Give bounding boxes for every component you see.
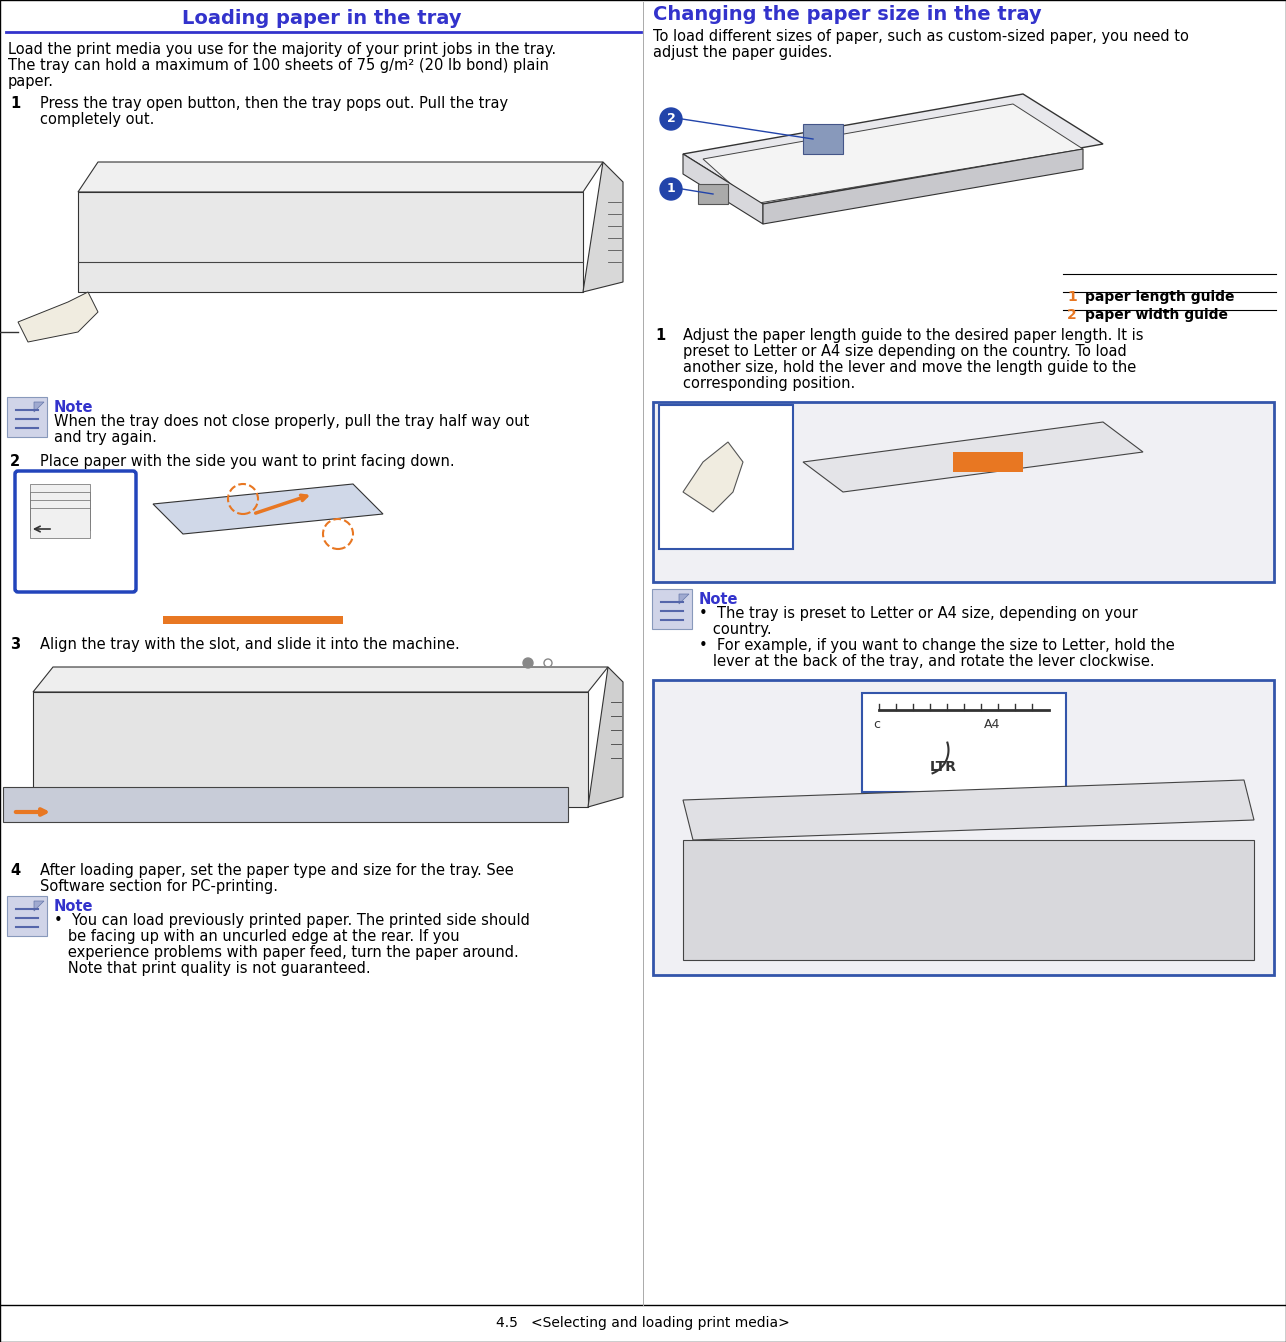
Text: Loading paper in the tray: Loading paper in the tray <box>181 9 462 28</box>
Text: country.: country. <box>700 621 772 637</box>
Text: another size, hold the lever and move the length guide to the: another size, hold the lever and move th… <box>683 360 1137 374</box>
Polygon shape <box>78 192 583 293</box>
Polygon shape <box>33 667 608 692</box>
Text: Load the print media you use for the majority of your print jobs in the tray.: Load the print media you use for the maj… <box>8 42 556 56</box>
Text: 1: 1 <box>1067 290 1076 305</box>
Text: LTR: LTR <box>930 760 957 774</box>
FancyBboxPatch shape <box>6 397 48 437</box>
Bar <box>30 509 90 538</box>
FancyBboxPatch shape <box>862 692 1066 792</box>
Text: 3: 3 <box>10 637 21 652</box>
Text: Note: Note <box>54 400 94 415</box>
Polygon shape <box>763 149 1083 224</box>
Text: The tray can hold a maximum of 100 sheets of 75 g/m² (20 lb bond) plain: The tray can hold a maximum of 100 sheet… <box>8 58 549 72</box>
FancyBboxPatch shape <box>653 680 1274 976</box>
Text: Note: Note <box>54 899 94 914</box>
Polygon shape <box>3 786 568 823</box>
Text: experience problems with paper feed, turn the paper around.: experience problems with paper feed, tur… <box>54 945 518 960</box>
Text: •  You can load previously printed paper. The printed side should: • You can load previously printed paper.… <box>54 913 530 929</box>
Text: A4: A4 <box>984 718 1001 731</box>
Polygon shape <box>33 900 44 911</box>
Polygon shape <box>683 94 1103 204</box>
Text: Software section for PC-printing.: Software section for PC-printing. <box>40 879 278 894</box>
Polygon shape <box>33 403 44 412</box>
FancyBboxPatch shape <box>15 471 136 592</box>
Text: 2: 2 <box>666 113 675 126</box>
Bar <box>802 123 844 154</box>
Text: •  For example, if you want to change the size to Letter, hold the: • For example, if you want to change the… <box>700 637 1174 654</box>
Polygon shape <box>588 667 622 807</box>
Text: 4.5   <Selecting and loading print media>: 4.5 <Selecting and loading print media> <box>496 1317 790 1330</box>
Text: 1: 1 <box>10 97 21 111</box>
Polygon shape <box>683 154 763 224</box>
FancyBboxPatch shape <box>653 403 1274 582</box>
Text: be facing up with an uncurled edge at the rear. If you: be facing up with an uncurled edge at th… <box>54 929 459 943</box>
Text: Place paper with the side you want to print facing down.: Place paper with the side you want to pr… <box>40 454 455 468</box>
Text: 1: 1 <box>666 183 675 196</box>
Text: Changing the paper size in the tray: Changing the paper size in the tray <box>653 4 1042 24</box>
Text: Note that print quality is not guaranteed.: Note that print quality is not guarantee… <box>54 961 370 976</box>
Bar <box>698 184 728 204</box>
Text: adjust the paper guides.: adjust the paper guides. <box>653 46 832 60</box>
Polygon shape <box>18 293 98 342</box>
Circle shape <box>660 178 682 200</box>
Polygon shape <box>78 162 603 192</box>
Bar <box>30 501 90 530</box>
Bar <box>30 493 90 522</box>
Text: Adjust the paper length guide to the desired paper length. It is: Adjust the paper length guide to the des… <box>683 327 1143 344</box>
Text: c: c <box>873 718 881 731</box>
FancyBboxPatch shape <box>6 896 48 935</box>
Text: and try again.: and try again. <box>54 429 157 446</box>
Polygon shape <box>679 595 689 604</box>
Text: Note: Note <box>700 592 738 607</box>
Polygon shape <box>683 840 1254 960</box>
Text: Align the tray with the slot, and slide it into the machine.: Align the tray with the slot, and slide … <box>40 637 460 652</box>
Text: 4: 4 <box>10 863 21 878</box>
Circle shape <box>523 658 532 668</box>
Text: To load different sizes of paper, such as custom-sized paper, you need to: To load different sizes of paper, such a… <box>653 30 1188 44</box>
Text: Press the tray open button, then the tray pops out. Pull the tray: Press the tray open button, then the tra… <box>40 97 508 111</box>
Text: •  The tray is preset to Letter or A4 size, depending on your: • The tray is preset to Letter or A4 siz… <box>700 607 1138 621</box>
Bar <box>163 616 343 624</box>
Text: lever at the back of the tray, and rotate the lever clockwise.: lever at the back of the tray, and rotat… <box>700 654 1155 670</box>
FancyBboxPatch shape <box>652 589 692 629</box>
Text: completely out.: completely out. <box>40 111 154 127</box>
Text: When the tray does not close properly, pull the tray half way out: When the tray does not close properly, p… <box>54 413 530 429</box>
Text: paper.: paper. <box>8 74 54 89</box>
Text: paper length guide: paper length guide <box>1085 290 1235 305</box>
Polygon shape <box>703 103 1083 204</box>
Text: preset to Letter or A4 size depending on the country. To load: preset to Letter or A4 size depending on… <box>683 344 1127 360</box>
Text: 2: 2 <box>1067 309 1076 322</box>
FancyBboxPatch shape <box>658 405 793 549</box>
Polygon shape <box>683 780 1254 840</box>
Polygon shape <box>33 692 588 807</box>
Polygon shape <box>683 442 743 513</box>
Polygon shape <box>153 484 383 534</box>
Text: 2: 2 <box>10 454 21 468</box>
Bar <box>953 452 1022 472</box>
Text: 1: 1 <box>655 327 665 344</box>
Circle shape <box>660 107 682 130</box>
Polygon shape <box>802 421 1143 493</box>
Text: After loading paper, set the paper type and size for the tray. See: After loading paper, set the paper type … <box>40 863 513 878</box>
Text: corresponding position.: corresponding position. <box>683 376 855 391</box>
Bar <box>30 484 90 514</box>
Text: paper width guide: paper width guide <box>1085 309 1228 322</box>
Polygon shape <box>583 162 622 293</box>
